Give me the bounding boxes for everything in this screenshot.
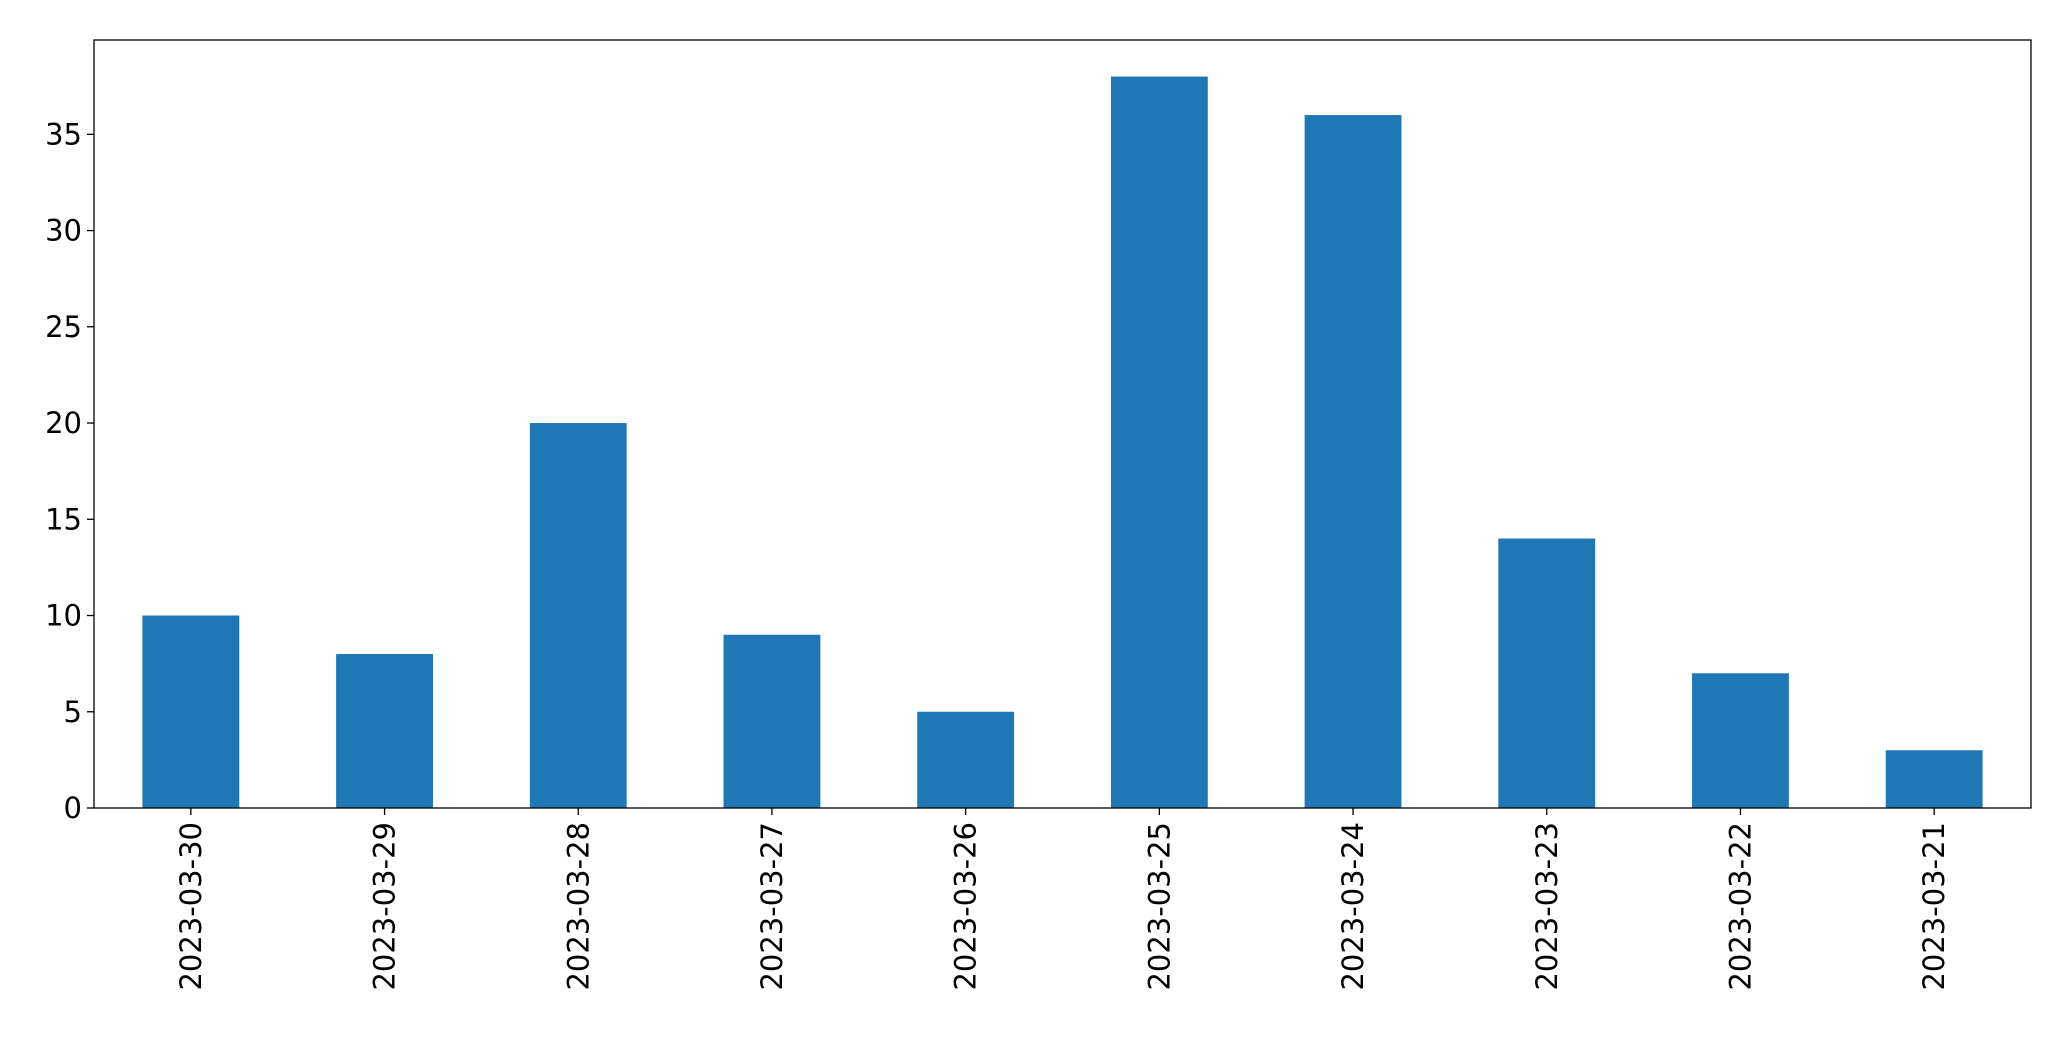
bar xyxy=(336,654,433,808)
x-tick-label: 2023-03-22 xyxy=(1723,822,1757,991)
bar xyxy=(917,711,1015,808)
y-tick-label: 25 xyxy=(45,310,82,344)
y-tick-label: 20 xyxy=(45,406,82,440)
y-tick-label: 10 xyxy=(45,599,82,633)
x-tick-label: 2023-03-24 xyxy=(1336,822,1370,991)
x-tick-label: 2023-03-28 xyxy=(561,822,595,991)
y-tick-label: 30 xyxy=(45,214,82,248)
bar xyxy=(1498,538,1596,808)
bar xyxy=(142,615,240,808)
x-tick-label: 2023-03-26 xyxy=(949,822,983,991)
x-tick-label: 2023-03-25 xyxy=(1142,822,1176,991)
bar xyxy=(1304,115,1402,808)
bar xyxy=(1110,76,1208,809)
plot-frame xyxy=(93,39,2032,809)
bar xyxy=(529,423,627,808)
y-tick-label: 5 xyxy=(64,695,82,729)
x-tick-label: 2023-03-27 xyxy=(755,822,789,991)
x-tick-label: 2023-03-21 xyxy=(1917,822,1951,991)
x-tick-label: 2023-03-23 xyxy=(1530,822,1564,991)
bar xyxy=(1692,673,1789,808)
x-tick-label: 2023-03-29 xyxy=(368,822,402,991)
y-tick-label: 0 xyxy=(64,791,82,825)
y-tick-label: 35 xyxy=(45,117,82,151)
x-tick-label: 2023-03-30 xyxy=(174,822,208,991)
bar xyxy=(723,634,821,808)
y-tick-label: 15 xyxy=(45,502,82,536)
bar xyxy=(1885,750,1983,808)
